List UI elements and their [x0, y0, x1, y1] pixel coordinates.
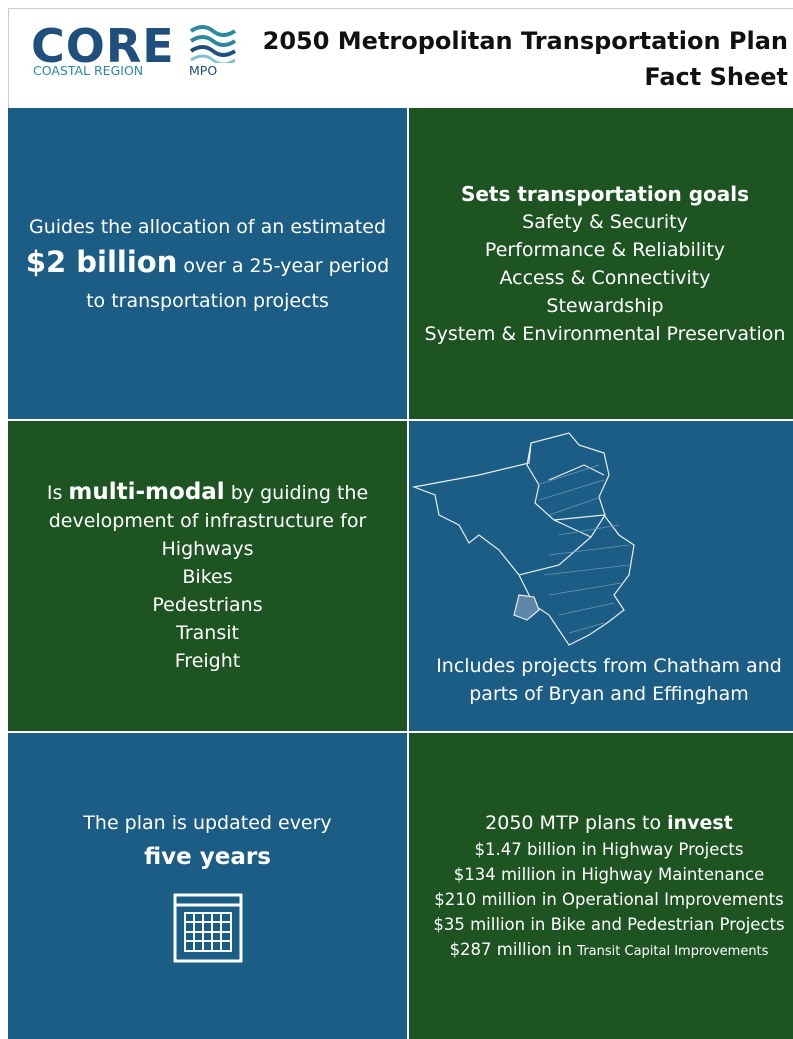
heading: Sets transportation goals [460, 181, 750, 206]
logo-region: COASTAL REGION [33, 63, 144, 78]
text-line: $2 billion over a 25-year period [26, 241, 389, 287]
area-cell: Includes projects from Chatham and parts… [409, 421, 793, 731]
update-cell: The plan is updated every five years [8, 733, 407, 1039]
goals-cell: Sets transportation goals Safety & Secur… [409, 108, 793, 419]
text: 2050 MTP plans to [485, 811, 668, 834]
goal-item: Stewardship [546, 294, 664, 317]
text-line: Is multi-modal by guiding the [47, 478, 368, 507]
text: Is [46, 481, 69, 504]
text: to transportation projects [86, 289, 329, 312]
mode-item: Freight [174, 649, 241, 672]
logo-waves [189, 25, 237, 63]
emphasis: five years [144, 844, 271, 870]
text: $287 million in [449, 939, 578, 959]
title: 2050 Metropolitan Transportation Plan [262, 27, 788, 55]
mode-item: Pedestrians [152, 593, 263, 616]
emphasis: multi-modal [68, 478, 225, 505]
invest-item: $1.47 billion in Highway Projects [474, 839, 744, 859]
subtitle: Fact Sheet [644, 63, 788, 91]
goal-item: Safety & Security [522, 210, 688, 233]
goals-list: Sets transportation goals Safety & Secur… [409, 180, 793, 348]
text: parts of Bryan and Effingham [469, 683, 749, 705]
text: Guides the allocation of an estimated [28, 215, 387, 238]
amount: $2 billion [25, 244, 178, 279]
modes-list: Is multi-modal by guiding the developmen… [47, 478, 368, 675]
allocation-cell: Guides the allocation of an estimated $2… [8, 108, 407, 419]
mode-item: Bikes [182, 565, 233, 588]
invest-item: $134 million in Highway Maintenance [453, 864, 765, 884]
text: Includes projects from Chatham and [436, 655, 782, 677]
invest-item: $210 million in Operational Improvements [434, 889, 784, 909]
text-line: 2050 MTP plans to invest [409, 809, 793, 837]
map [411, 432, 635, 646]
goal-item: Performance & Reliability [484, 238, 726, 261]
calendar-icon [173, 893, 242, 963]
mode-item: Highways [161, 537, 254, 560]
logo-org: MPO [189, 63, 218, 78]
goal-item: System & Environmental Preservation [424, 322, 786, 345]
invest-cell: 2050 MTP plans to invest $1.47 billion i… [409, 733, 793, 1039]
modes-cell: Is multi-modal by guiding the developmen… [8, 421, 407, 731]
text: over a 25-year period [177, 254, 390, 277]
header: CORE COASTAL REGION MPO 2050 Metropolita… [8, 8, 793, 109]
text: The plan is updated every [83, 812, 332, 834]
invest-item: $35 million in Bike and Pedestrian Proje… [433, 914, 785, 934]
text: Transit Capital Improvements [577, 943, 769, 959]
text: development of infrastructure for [48, 509, 367, 532]
mode-item: Transit [176, 621, 239, 644]
goal-item: Access & Connectivity [499, 266, 711, 289]
emphasis: invest [667, 811, 733, 834]
invest-item: $287 million in Transit Capital Improvem… [409, 937, 793, 964]
logo-word: CORE [31, 19, 175, 73]
text: by guiding the [224, 481, 369, 504]
invest-list: 2050 MTP plans to invest $1.47 billion i… [409, 809, 793, 964]
